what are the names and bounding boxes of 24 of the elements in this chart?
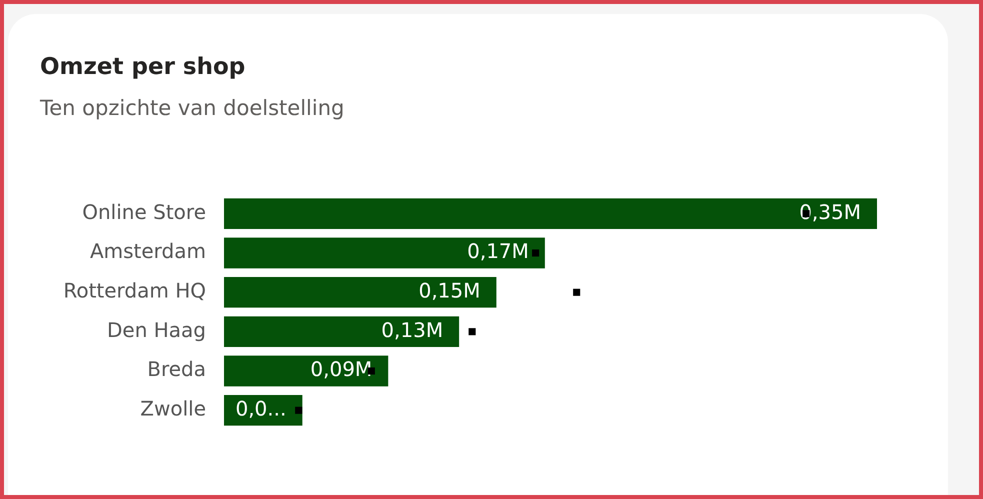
y-tick-label: Den Haag <box>107 318 206 342</box>
bar <box>224 316 460 348</box>
y-tick-label: Breda <box>147 357 206 382</box>
data-label: 0,0... <box>235 396 286 421</box>
bar <box>224 198 877 230</box>
bar <box>224 238 545 268</box>
y-tick-label: Online Store <box>82 200 206 224</box>
data-label: 0,13M <box>381 318 444 342</box>
data-label: 0,15M <box>418 278 480 303</box>
point <box>468 328 476 336</box>
bar <box>224 276 496 308</box>
point <box>573 288 580 296</box>
bar <box>224 394 302 426</box>
data-label: 0,17M <box>467 239 529 264</box>
y-tick-label: Amsterdam <box>90 239 206 264</box>
chart-subtitle: Ten opzichte van doelstelling <box>40 96 344 120</box>
y-tick-label: Zwolle <box>140 396 206 421</box>
data-label: 0,09M <box>310 357 372 382</box>
point <box>532 249 540 257</box>
data-label: 0,35M <box>799 200 861 224</box>
point <box>295 406 302 414</box>
y-tick-label: Rotterdam HQ <box>63 278 206 303</box>
chart-title: Omzet per shop <box>40 54 246 80</box>
bar <box>224 356 388 386</box>
